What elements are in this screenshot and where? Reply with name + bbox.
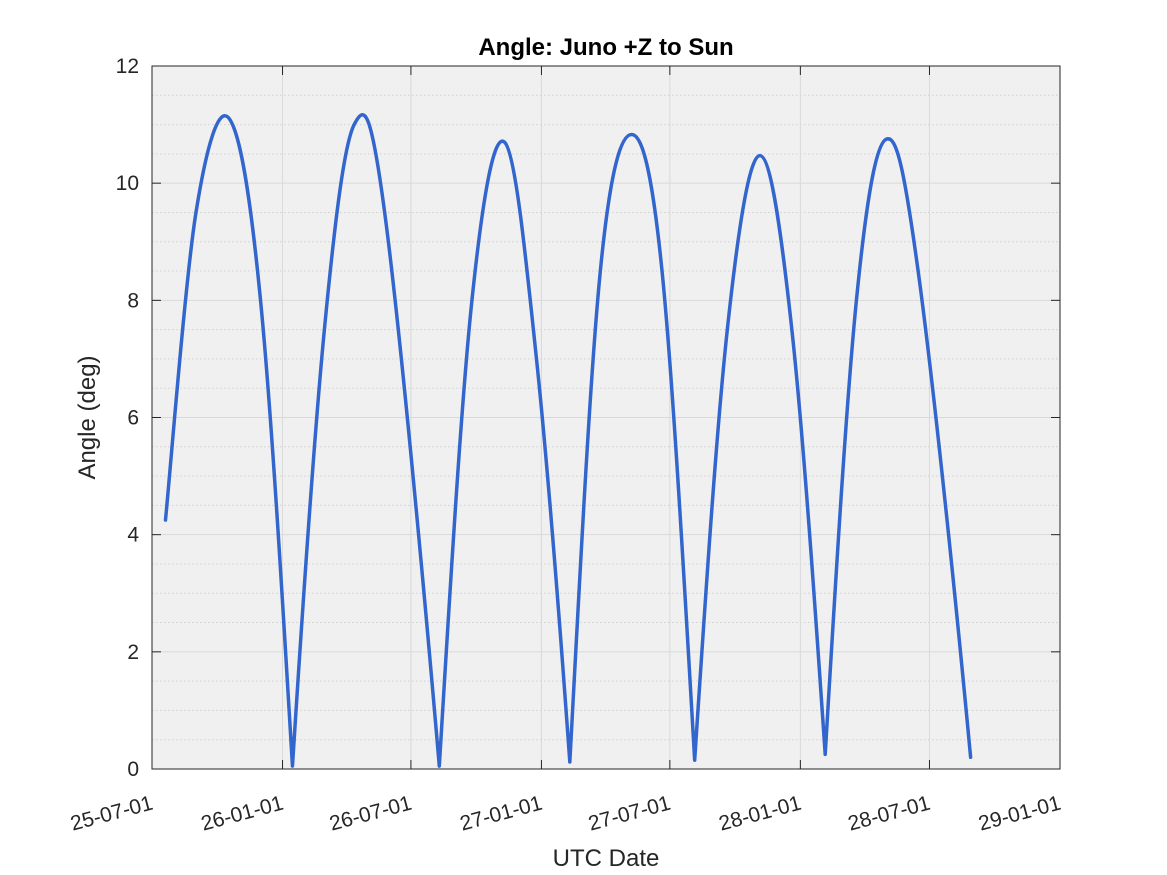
minor-grid [152,94,1060,741]
axis-ticks [151,65,1061,770]
x-axis-title: UTC Date [553,845,660,872]
x-tick-label: 29-01-01 [976,792,1063,836]
y-tick-label: 0 [127,758,139,781]
y-tick-label: 4 [127,524,139,547]
y-tick-label: 2 [127,641,139,664]
x-tick-label: 26-07-01 [327,792,414,836]
y-tick-label: 6 [127,407,139,430]
y-tick-labels: 0 2 4 6 8 10 12 [116,55,140,781]
y-tick-label: 10 [116,172,139,195]
chart-title: Angle: Juno +Z to Sun [478,34,733,61]
x-tick-label: 26-01-01 [199,792,286,836]
x-tick-label: 28-01-01 [717,792,804,836]
series-line [163,113,973,768]
major-grid [151,65,1061,770]
x-tick-label: 25-07-01 [68,792,155,836]
x-tick-labels: 25-07-01 26-01-01 26-07-01 27-01-01 27-07-01… [68,792,1063,836]
x-tick-label: 28-07-01 [846,792,933,836]
y-tick-label: 12 [116,55,139,78]
x-tick-label: 27-07-01 [586,792,673,836]
y-tick-label: 8 [127,289,139,312]
x-tick-label: 27-01-01 [458,792,545,836]
y-axis-title: Angle (deg) [74,355,101,479]
